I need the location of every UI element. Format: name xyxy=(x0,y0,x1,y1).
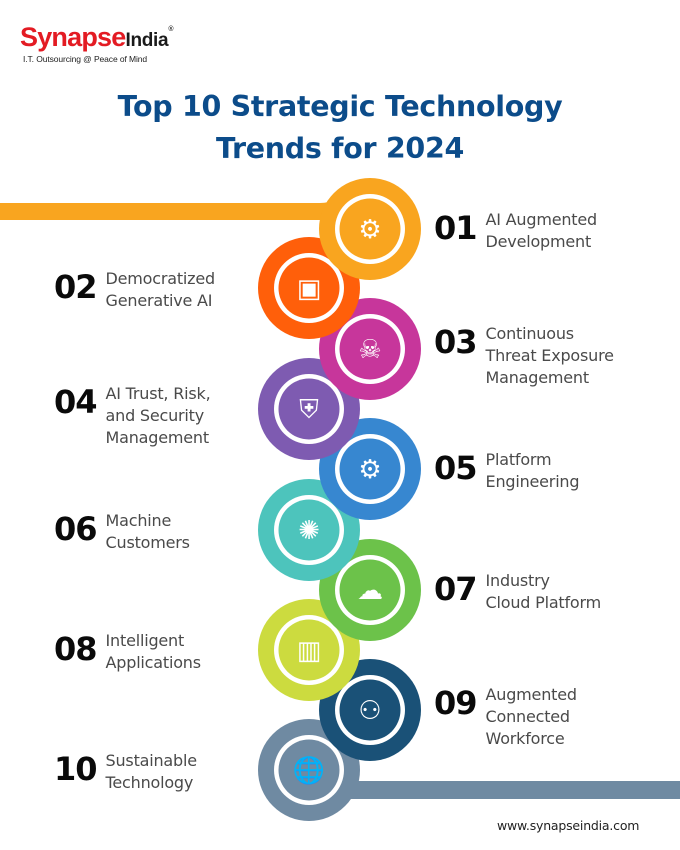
brand-tagline: I.T. Outsourcing @ Peace of Mind xyxy=(23,54,148,64)
trend-label: Machine Customers xyxy=(105,511,190,552)
trend-number: 09 xyxy=(434,684,478,722)
trend-number: 06 xyxy=(54,510,98,548)
trend-item-05: 05 Platform Engineering xyxy=(434,449,580,493)
brand-name-india: India xyxy=(125,30,169,51)
trend-label: Platform Engineering xyxy=(485,450,580,491)
footer-url[interactable]: www.synapseindia.com xyxy=(497,818,640,833)
trend-label: AI Trust, Risk, and Security Management xyxy=(105,384,211,447)
trend-label: Industry Cloud Platform xyxy=(485,571,602,612)
trend-item-04: 04 AI Trust, Risk, and Security Managemen… xyxy=(54,383,211,449)
trend-item-09: 09 Augmented Connected Workforce xyxy=(434,684,577,750)
registered-mark: ® xyxy=(168,26,173,33)
brand-logo: SynapseIndia® I.T. Outsourcing @ Peace o… xyxy=(20,22,174,65)
gear-chip-icon: ⚙ xyxy=(358,215,381,245)
trend-item-02: 02 Democratized Generative AI xyxy=(54,268,215,312)
trend-label: AI Augmented Development xyxy=(485,210,598,251)
trend-item-03: 03 Continuous Threat Exposure Management xyxy=(434,323,614,389)
trend-number: 03 xyxy=(434,323,478,361)
trend-number: 05 xyxy=(434,449,478,487)
trend-item-01: 01 AI Augmented Development xyxy=(434,209,597,253)
hacker-icon: ☠ xyxy=(358,335,381,365)
trend-number: 02 xyxy=(54,268,98,306)
top-connector-bar xyxy=(0,186,360,220)
brand-name: SynapseIndia® xyxy=(20,22,174,52)
brain-circuit-icon: ✺ xyxy=(298,516,320,546)
title-line-2: Trends for 2024 xyxy=(215,132,465,165)
brand-name-synapse: Synapse xyxy=(20,22,126,52)
trend-item-07: 07 Industry Cloud Platform xyxy=(434,570,601,614)
team-gears-icon: ⚇ xyxy=(358,696,381,726)
cloud-gears-icon: ☁ xyxy=(357,576,383,606)
trend-item-10: 10 Sustainable Technology xyxy=(54,750,197,794)
trend-item-06: 06 Machine Customers xyxy=(54,510,190,554)
bottom-connector-bar xyxy=(320,781,680,808)
title-line-1: Top 10 Strategic Technology xyxy=(117,90,563,123)
generative-media-icon: ▣ xyxy=(297,274,322,304)
trend-label: Intelligent Applications xyxy=(105,631,202,672)
trend-number: 01 xyxy=(434,209,478,247)
trend-label: Democratized Generative AI xyxy=(105,269,216,310)
trend-label: Sustainable Technology xyxy=(105,751,198,792)
trend-number: 08 xyxy=(54,630,98,668)
mobile-analytics-icon: ▥ xyxy=(297,636,322,666)
shield-handshake-icon: ⛨ xyxy=(299,395,319,425)
trend-ring-01: ⚙ xyxy=(319,178,421,280)
trend-item-08: 08 Intelligent Applications xyxy=(54,630,201,674)
window-gear-icon: ⚙ xyxy=(358,455,381,485)
trend-label: Continuous Threat Exposure Management xyxy=(485,324,614,387)
trend-number: 07 xyxy=(434,570,478,608)
trend-number: 04 xyxy=(54,383,98,421)
globe-hand-icon: 🌐 xyxy=(293,755,325,786)
trend-ring-10: 🌐 xyxy=(258,719,360,821)
page-title: Top 10 Strategic Technology Trends for 2… xyxy=(0,86,680,170)
trend-label: Augmented Connected Workforce xyxy=(485,685,577,748)
trend-number: 10 xyxy=(54,750,98,788)
